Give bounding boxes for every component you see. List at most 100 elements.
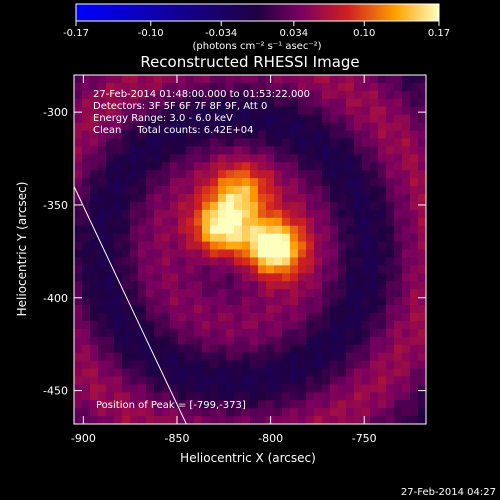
heatmap-cell — [306, 106, 315, 116]
heatmap-cell — [178, 376, 187, 385]
heatmap-cell — [314, 241, 323, 251]
heatmap-cell — [410, 193, 419, 203]
heatmap-cell — [178, 201, 187, 211]
heatmap-cell — [274, 344, 283, 354]
heatmap-cell — [314, 265, 323, 274]
heatmap-cell — [242, 312, 251, 322]
heatmap-cell — [290, 162, 299, 171]
heatmap-cell — [202, 344, 211, 354]
heatmap-cell — [370, 154, 379, 163]
heatmap-cell — [282, 257, 291, 266]
heatmap-cell — [162, 249, 171, 259]
heatmap-cell — [210, 392, 219, 401]
heatmap-cell — [410, 416, 419, 424]
heatmap-cell — [194, 154, 203, 163]
heatmap-cell — [314, 114, 323, 124]
heatmap-cell — [82, 75, 91, 84]
heatmap-cell — [338, 249, 347, 259]
heatmap-cell — [130, 305, 139, 314]
heatmap-cell — [378, 138, 387, 147]
heatmap-cell — [346, 201, 355, 211]
heatmap-cell — [234, 122, 243, 132]
heatmap-cell — [322, 344, 331, 354]
heatmap-cell — [394, 344, 403, 354]
heatmap-cell — [218, 289, 227, 298]
heatmap-cell — [274, 336, 283, 346]
heatmap-cell — [274, 75, 283, 84]
heatmap-cell — [90, 289, 99, 298]
heatmap-cell — [274, 281, 283, 290]
heatmap-cell — [138, 186, 147, 195]
heatmap-cell — [386, 178, 395, 187]
heatmap-cell — [186, 360, 195, 370]
heatmap-cell — [402, 257, 411, 266]
heatmap-cell — [98, 170, 107, 179]
heatmap-cell — [74, 233, 83, 243]
heatmap-cell — [330, 281, 339, 290]
heatmap-cell — [418, 225, 426, 235]
heatmap-cell — [322, 138, 331, 147]
heatmap-cell — [218, 360, 227, 370]
heatmap-cell — [330, 233, 339, 243]
heatmap-cell — [202, 289, 211, 298]
heatmap-cell — [314, 376, 323, 385]
heatmap-cell — [194, 249, 203, 259]
heatmap-cell — [306, 368, 315, 378]
heatmap-cell — [258, 186, 267, 195]
heatmap-cell — [378, 273, 387, 282]
heatmap-cell — [226, 98, 235, 108]
heatmap-cell — [346, 170, 355, 179]
heatmap-cell — [154, 273, 163, 282]
heatmap-cell — [90, 336, 99, 346]
heatmap-cell — [386, 328, 395, 338]
heatmap-cell — [210, 241, 219, 251]
heatmap-cell — [362, 201, 371, 211]
heatmap-cell — [210, 75, 219, 84]
heatmap-cell — [186, 209, 195, 219]
heatmap-cell — [306, 265, 315, 274]
heatmap-cell — [74, 273, 83, 282]
heatmap-cell — [306, 241, 315, 251]
heatmap-cell — [258, 249, 267, 259]
heatmap-cell — [154, 265, 163, 274]
heatmap-cell — [330, 146, 339, 155]
heatmap-cell — [226, 130, 235, 140]
heatmap-cell — [114, 289, 123, 298]
heatmap-cell — [402, 281, 411, 290]
heatmap-cell — [346, 297, 355, 306]
heatmap-cell — [322, 312, 331, 322]
heatmap-cell — [298, 178, 307, 187]
heatmap-cell — [418, 312, 426, 322]
heatmap-cell — [122, 384, 131, 393]
heatmap-cell — [218, 297, 227, 306]
heatmap-cell — [218, 344, 227, 354]
heatmap-cell — [378, 400, 387, 409]
heatmap-cell — [178, 400, 187, 409]
heatmap-cell — [410, 249, 419, 259]
heatmap-cell — [138, 305, 147, 314]
heatmap-cell — [210, 122, 219, 132]
heatmap-cell — [282, 186, 291, 195]
heatmap-cell — [114, 98, 123, 108]
heatmap-cell — [402, 336, 411, 346]
heatmap-cell — [138, 352, 147, 362]
heatmap-cell — [130, 75, 139, 84]
heatmap-cell — [402, 138, 411, 147]
heatmap-cell — [290, 265, 299, 274]
heatmap-cell — [306, 281, 315, 290]
heatmap-cell — [218, 265, 227, 274]
heatmap-cell — [114, 273, 123, 282]
heatmap-cell — [370, 170, 379, 179]
heatmap-cell — [290, 225, 299, 235]
heatmap-cell — [210, 273, 219, 282]
heatmap-cell — [90, 257, 99, 266]
heatmap-cell — [370, 249, 379, 259]
heatmap-cell — [194, 368, 203, 378]
heatmap-cell — [346, 98, 355, 108]
heatmap-cell — [162, 368, 171, 378]
heatmap-cell — [250, 344, 259, 354]
heatmap-cell — [122, 352, 131, 362]
heatmap-cell — [74, 265, 83, 274]
heatmap-cell — [362, 249, 371, 259]
heatmap-cell — [370, 352, 379, 362]
